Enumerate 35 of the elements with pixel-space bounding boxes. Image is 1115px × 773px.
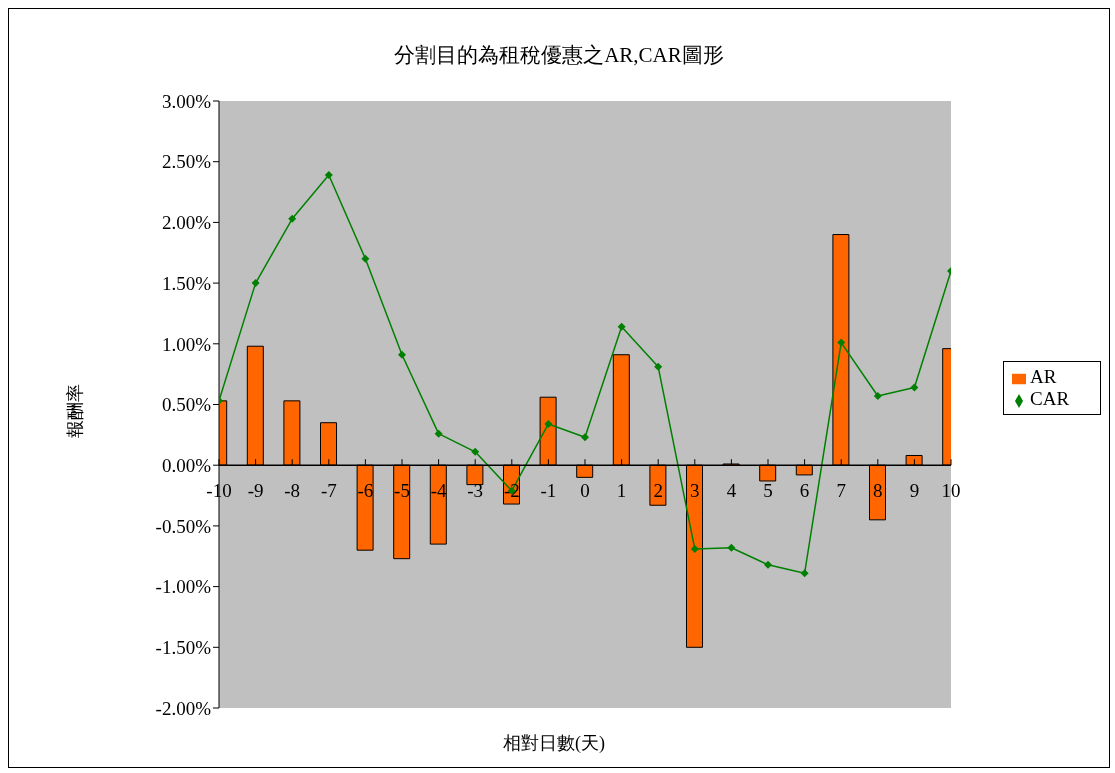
y-tick-label: 0.00% (161, 454, 212, 476)
y-axis-title: 報酬率 (64, 383, 86, 440)
x-tick-label: -6 (357, 480, 374, 502)
x-tick-label: -9 (247, 480, 264, 502)
y-tick-label: -0.50% (155, 515, 212, 537)
y-tick-label: -1.00% (155, 576, 212, 598)
legend-label: CAR (1030, 388, 1070, 409)
chart-title: 分割目的為租稅優惠之AR,CAR圖形 (393, 42, 725, 69)
x-tick-label: -10 (206, 480, 232, 502)
y-tick-label: 2.50% (161, 151, 212, 173)
x-tick-label: -3 (467, 480, 484, 502)
x-tick-label: 10 (941, 480, 961, 502)
x-tick-label: 9 (909, 480, 920, 502)
x-tick-label: -2 (503, 480, 520, 502)
x-tick-label: 6 (799, 480, 810, 502)
x-tick-label: 1 (616, 480, 627, 502)
y-tick-label: -1.50% (155, 637, 212, 659)
x-tick-label: 3 (690, 480, 700, 502)
y-tick-label: 2.00% (161, 212, 212, 234)
y-tick-label: 0.50% (161, 394, 212, 416)
y-tick-label: -2.00% (155, 697, 212, 719)
x-tick-label: 5 (763, 480, 773, 502)
x-tick-label: -7 (320, 480, 337, 502)
x-axis-title: 相對日數(天) (502, 732, 606, 755)
x-tick-label: 0 (580, 480, 590, 502)
y-tick-label: 1.50% (161, 272, 212, 294)
legend-label: AR (1030, 366, 1057, 387)
y-tick-label: 1.00% (161, 333, 212, 355)
x-tick-label: -1 (540, 480, 557, 502)
x-tick-label: 2 (653, 480, 663, 502)
x-tick-label: -8 (284, 480, 301, 502)
x-tick-label: 8 (873, 480, 883, 502)
x-tick-label: 4 (726, 480, 737, 502)
y-tick-label: 3.00% (161, 90, 212, 112)
x-tick-label: 7 (836, 480, 846, 502)
